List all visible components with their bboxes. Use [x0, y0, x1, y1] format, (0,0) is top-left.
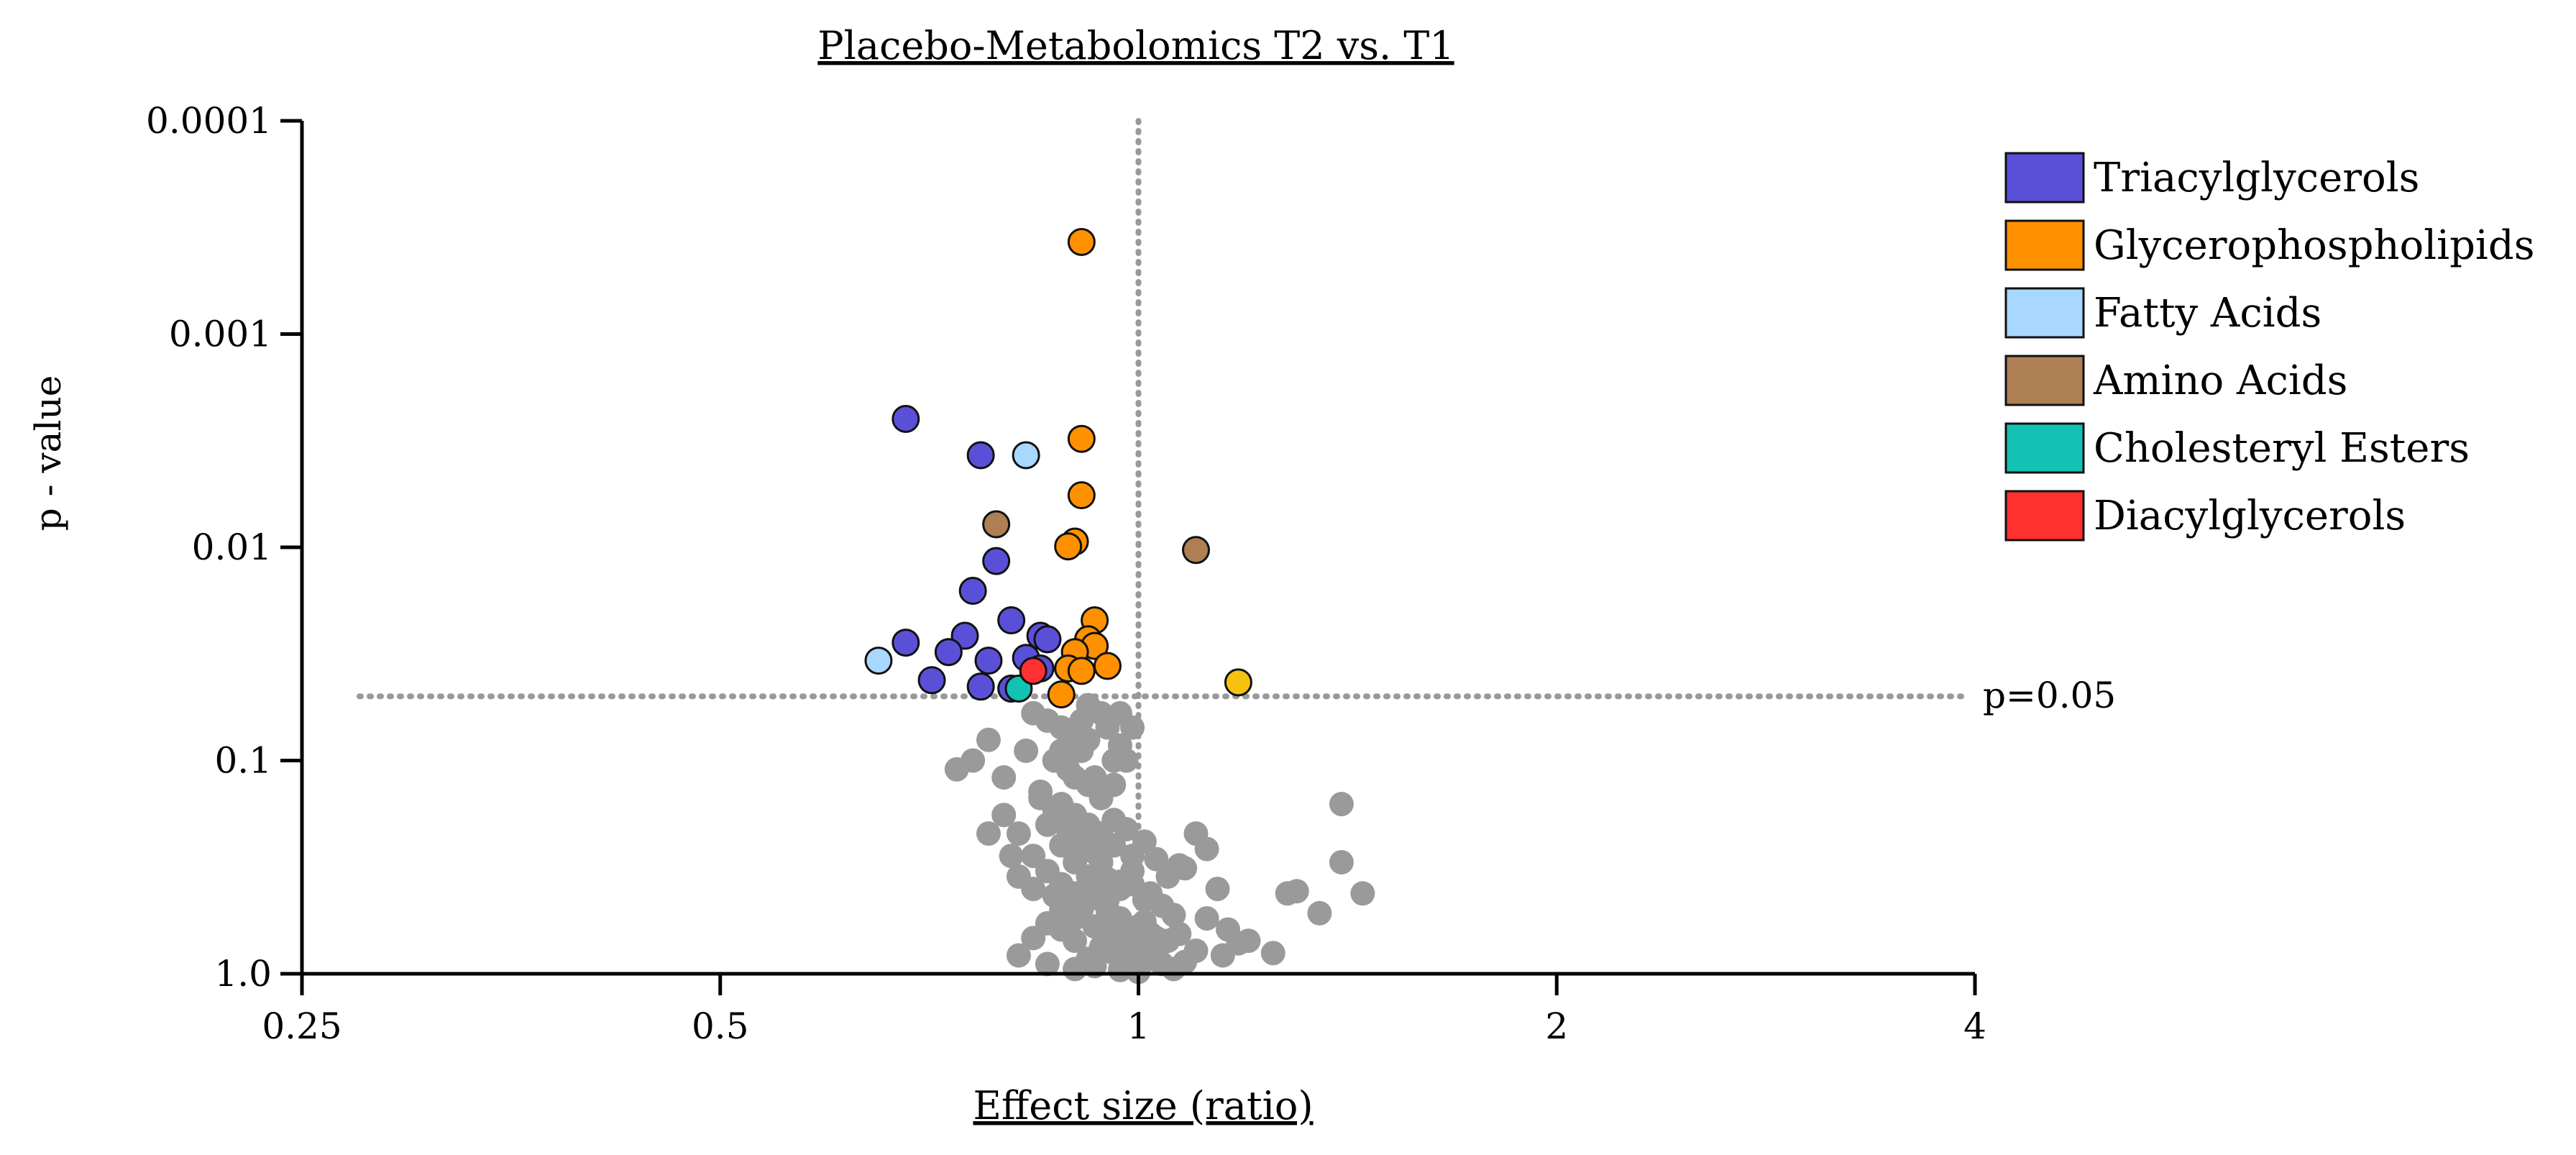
data-point [891, 404, 920, 433]
data-point [1329, 849, 1354, 875]
axes: 0.25 0.5 1 2 4 0.0001 0.001 0.01 0.1 1.0 [146, 100, 1986, 1047]
data-point [1014, 738, 1039, 763]
data-point [1095, 867, 1120, 892]
data-point [1006, 821, 1031, 846]
data-point [1183, 939, 1209, 964]
data-point [1069, 708, 1094, 734]
data-point [966, 441, 995, 470]
data-point [1019, 657, 1048, 685]
data-point [1067, 481, 1096, 510]
data-point [917, 666, 946, 695]
legend-label: Triacylglycerols [2094, 155, 2419, 201]
legend-label: Cholesteryl Esters [2094, 425, 2470, 472]
x-tick-label: 2 [1545, 1005, 1568, 1047]
data-point [1006, 943, 1031, 968]
data-point [1307, 900, 1332, 926]
y-axis-label: p - value [27, 375, 69, 531]
data-point [1028, 785, 1053, 811]
data-point [966, 672, 995, 701]
data-point [1047, 680, 1076, 709]
y-tick-label: 1.0 [214, 953, 272, 995]
data-point [1194, 906, 1219, 931]
x-tick-label: 1 [1127, 1005, 1150, 1047]
data-point [1107, 957, 1132, 982]
data-point [1132, 829, 1157, 854]
legend-label: Amino Acids [2093, 357, 2347, 404]
data-point [982, 547, 1011, 575]
legend-label: Glycerophospholipids [2094, 222, 2534, 269]
data-point [944, 757, 969, 782]
legend-swatch [2004, 287, 2085, 339]
x-tick-label: 0.5 [692, 1005, 749, 1047]
y-tick-label: 0.1 [214, 740, 272, 782]
y-tick-label: 0.01 [192, 526, 272, 568]
data-point [1144, 926, 1169, 951]
data-point [1205, 877, 1230, 902]
data-point [1049, 738, 1074, 763]
data-point [1093, 652, 1122, 680]
data-point [982, 510, 1011, 539]
data-point [1067, 227, 1096, 256]
data-point [1236, 928, 1261, 954]
data-point [976, 727, 1001, 752]
legend-swatch [2004, 355, 2085, 406]
data-point [864, 647, 893, 675]
data-point [1021, 926, 1046, 951]
data-point [1161, 903, 1186, 928]
data-point [1035, 951, 1060, 977]
data-point [958, 577, 987, 606]
threshold-label: p=0.05 [1983, 675, 2116, 716]
legend-swatch [2004, 490, 2085, 542]
data-point [1181, 536, 1210, 565]
data-point [974, 647, 1003, 675]
data-point [976, 821, 1001, 846]
data-point [1033, 625, 1062, 654]
data-point [1167, 853, 1192, 878]
data-point [1350, 881, 1375, 906]
data-point [1144, 846, 1169, 872]
data-points [864, 227, 1375, 985]
data-point [934, 638, 963, 667]
data-point [1095, 910, 1120, 936]
legend-label: Fatty Acids [2094, 290, 2321, 337]
data-point [999, 844, 1024, 869]
data-point [1054, 532, 1083, 561]
y-tick-label: 0.0001 [146, 100, 272, 142]
data-point [1067, 657, 1096, 685]
data-point [1329, 792, 1354, 817]
data-point [1042, 883, 1067, 908]
x-axis-label: Effect size (ratio) [973, 1083, 1313, 1128]
data-point [1167, 921, 1192, 946]
data-point [1006, 864, 1031, 889]
x-tick-label: 0.25 [262, 1005, 342, 1047]
data-point [891, 629, 920, 657]
data-point [1284, 879, 1309, 904]
x-tick-label: 4 [1963, 1005, 1986, 1047]
data-point [1114, 817, 1139, 842]
data-point [991, 764, 1017, 790]
legend-swatch [2004, 152, 2085, 204]
legend-swatch [2004, 422, 2085, 474]
data-point [997, 606, 1026, 635]
data-point [1210, 943, 1235, 968]
data-point [1194, 836, 1219, 862]
data-point [1069, 738, 1094, 763]
data-point [1012, 441, 1040, 470]
data-point [1224, 668, 1252, 697]
data-point [1126, 959, 1151, 985]
data-point [1055, 817, 1081, 842]
legend-swatch [2004, 219, 2085, 271]
data-point [1067, 424, 1096, 453]
data-point [1101, 748, 1127, 773]
y-tick-label: 0.001 [169, 314, 272, 355]
legend: Triacylglycerols Glycerophospholipids Fatt… [2004, 152, 2534, 542]
legend-label: Diacylglycerols [2094, 493, 2406, 539]
guide-lines [357, 118, 1973, 977]
chart-title: Placebo-Metabolomics T2 vs. T1 [817, 23, 1454, 68]
data-point [1063, 764, 1088, 790]
data-point [991, 803, 1017, 828]
data-point [1260, 941, 1285, 966]
data-point [1120, 715, 1145, 740]
